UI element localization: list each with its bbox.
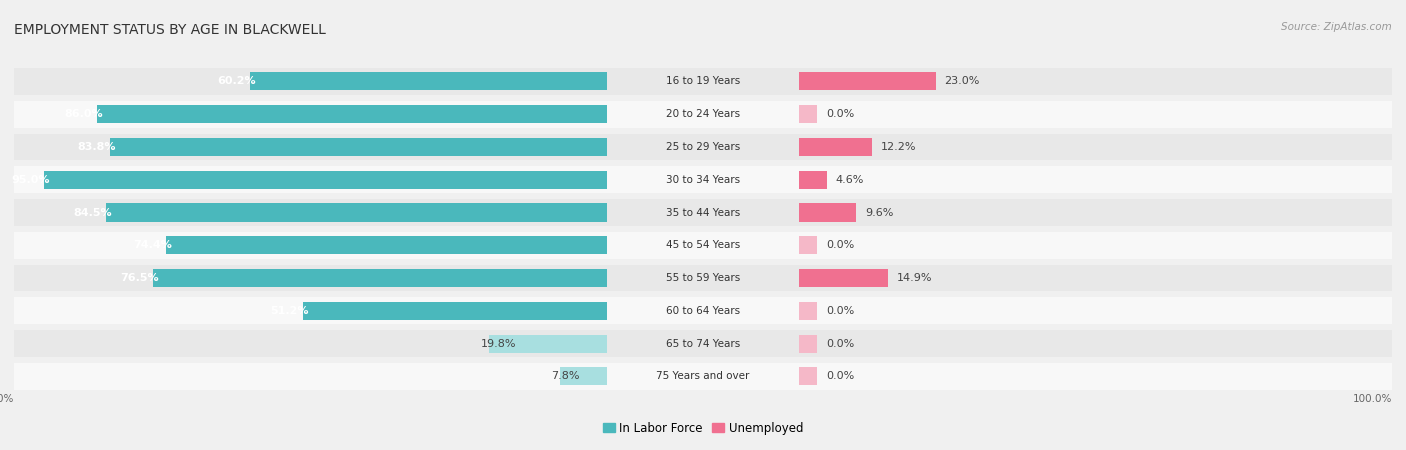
Text: 84.5%: 84.5% xyxy=(73,207,112,217)
Text: 14.9%: 14.9% xyxy=(897,273,932,283)
Bar xyxy=(800,334,817,353)
Bar xyxy=(153,269,606,287)
Text: 16 to 19 Years: 16 to 19 Years xyxy=(666,76,740,86)
Bar xyxy=(166,236,606,254)
Text: 0.0%: 0.0% xyxy=(827,240,855,250)
Text: 83.8%: 83.8% xyxy=(77,142,115,152)
Text: 20 to 24 Years: 20 to 24 Years xyxy=(666,109,740,119)
Bar xyxy=(800,363,1392,390)
Bar xyxy=(14,232,606,259)
Bar xyxy=(606,68,800,95)
Bar xyxy=(14,363,606,390)
Bar xyxy=(800,302,817,320)
Bar xyxy=(800,199,1392,226)
Text: 0.0%: 0.0% xyxy=(827,338,855,349)
Bar xyxy=(14,101,606,128)
Bar xyxy=(800,297,1392,324)
Text: 86.0%: 86.0% xyxy=(65,109,103,119)
Text: 4.6%: 4.6% xyxy=(835,175,863,185)
Bar xyxy=(14,134,606,160)
Bar xyxy=(110,138,606,156)
Text: 0.0%: 0.0% xyxy=(827,109,855,119)
Bar xyxy=(14,166,606,193)
Text: Source: ZipAtlas.com: Source: ZipAtlas.com xyxy=(1281,22,1392,32)
Text: 76.5%: 76.5% xyxy=(121,273,159,283)
Bar xyxy=(800,269,887,287)
Text: EMPLOYMENT STATUS BY AGE IN BLACKWELL: EMPLOYMENT STATUS BY AGE IN BLACKWELL xyxy=(14,22,326,36)
Bar xyxy=(606,101,800,128)
Text: 100.0%: 100.0% xyxy=(1353,394,1392,405)
Bar xyxy=(800,138,872,156)
Bar xyxy=(606,265,800,292)
Bar xyxy=(800,367,817,385)
Bar xyxy=(561,367,606,385)
Bar xyxy=(800,134,1392,160)
Text: 65 to 74 Years: 65 to 74 Years xyxy=(666,338,740,349)
Text: 60 to 64 Years: 60 to 64 Years xyxy=(666,306,740,316)
Bar xyxy=(105,203,606,221)
Bar xyxy=(800,166,1392,193)
Text: 19.8%: 19.8% xyxy=(481,338,516,349)
Bar xyxy=(606,330,800,357)
Bar xyxy=(14,330,606,357)
Bar xyxy=(800,236,817,254)
Bar xyxy=(14,265,606,292)
Bar xyxy=(44,171,606,189)
Bar xyxy=(800,72,936,90)
Text: 0.0%: 0.0% xyxy=(827,306,855,316)
Text: 74.4%: 74.4% xyxy=(132,240,172,250)
Bar xyxy=(250,72,606,90)
Bar xyxy=(14,68,606,95)
Text: 23.0%: 23.0% xyxy=(945,76,980,86)
Legend: In Labor Force, Unemployed: In Labor Force, Unemployed xyxy=(598,417,808,440)
Bar xyxy=(800,330,1392,357)
Text: 30 to 34 Years: 30 to 34 Years xyxy=(666,175,740,185)
Bar xyxy=(800,105,817,123)
Text: 75 Years and over: 75 Years and over xyxy=(657,371,749,381)
Bar xyxy=(606,166,800,193)
Bar xyxy=(14,297,606,324)
Bar xyxy=(304,302,606,320)
Bar xyxy=(606,297,800,324)
Bar xyxy=(606,199,800,226)
Text: 9.6%: 9.6% xyxy=(865,207,894,217)
Bar xyxy=(800,232,1392,259)
Bar xyxy=(606,363,800,390)
Text: 12.2%: 12.2% xyxy=(880,142,917,152)
Text: 51.2%: 51.2% xyxy=(270,306,309,316)
Bar xyxy=(800,101,1392,128)
Text: 7.8%: 7.8% xyxy=(551,371,579,381)
Bar xyxy=(606,134,800,160)
Bar xyxy=(97,105,606,123)
Bar xyxy=(606,232,800,259)
Bar xyxy=(800,68,1392,95)
Text: 45 to 54 Years: 45 to 54 Years xyxy=(666,240,740,250)
Bar xyxy=(800,171,827,189)
Bar xyxy=(489,334,606,353)
Bar xyxy=(800,203,856,221)
Text: 55 to 59 Years: 55 to 59 Years xyxy=(666,273,740,283)
Text: 95.0%: 95.0% xyxy=(11,175,49,185)
Text: 0.0%: 0.0% xyxy=(827,371,855,381)
Text: 100.0%: 100.0% xyxy=(0,394,14,405)
Bar xyxy=(14,199,606,226)
Text: 35 to 44 Years: 35 to 44 Years xyxy=(666,207,740,217)
Text: 60.2%: 60.2% xyxy=(217,76,256,86)
Text: 25 to 29 Years: 25 to 29 Years xyxy=(666,142,740,152)
Bar xyxy=(800,265,1392,292)
